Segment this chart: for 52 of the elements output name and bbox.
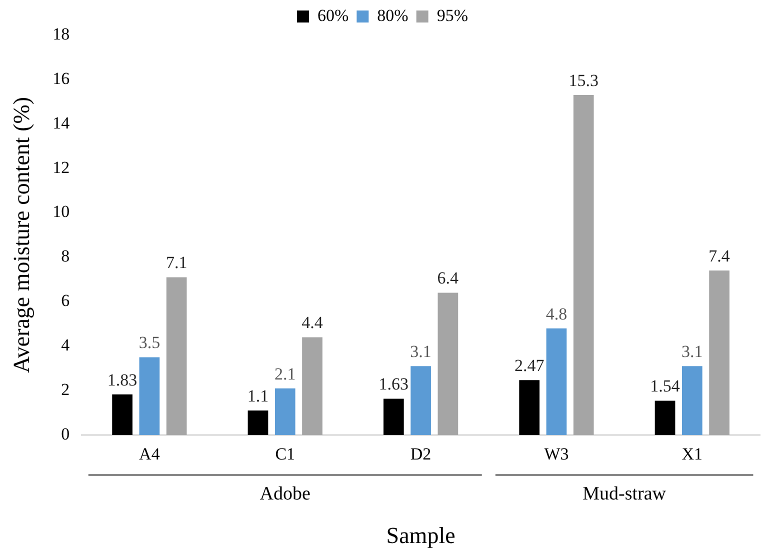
y-tick-label: 18 xyxy=(52,24,70,44)
bar xyxy=(274,388,296,435)
bar xyxy=(682,366,702,435)
x-tick-label: C1 xyxy=(275,444,296,464)
x-tick-label: A4 xyxy=(139,444,160,464)
x-tick-label: X1 xyxy=(682,444,703,464)
data-label: 4.8 xyxy=(546,304,568,324)
y-tick-label: 8 xyxy=(61,246,70,266)
legend-label: 60% xyxy=(318,6,349,25)
data-label: 3.1 xyxy=(682,342,703,362)
data-label: 1.83 xyxy=(107,370,138,390)
y-axis-title: Average moisture content (%) xyxy=(8,96,34,374)
x-tick-label: W3 xyxy=(544,444,569,464)
y-tick-label: 12 xyxy=(52,158,70,177)
data-label: 7.1 xyxy=(166,253,188,272)
data-label: 6.4 xyxy=(437,268,460,288)
data-label: 7.4 xyxy=(708,246,730,266)
y-tick-label: 6 xyxy=(61,291,70,310)
data-label: 1.54 xyxy=(650,376,680,396)
data-label: 1.1 xyxy=(247,386,269,406)
data-label: 4.4 xyxy=(302,313,324,332)
bar xyxy=(654,400,676,435)
bar xyxy=(302,337,322,435)
y-tick-label: 0 xyxy=(61,424,70,444)
legend-label: 80% xyxy=(377,6,408,25)
data-label: 2.1 xyxy=(274,364,296,384)
y-tick-label: 14 xyxy=(52,113,70,132)
y-tick-label: 4 xyxy=(61,336,70,355)
x-tick-label: D2 xyxy=(410,444,432,464)
data-label: 3.1 xyxy=(410,342,432,362)
bar xyxy=(166,277,187,435)
text: Adobe xyxy=(260,483,310,504)
bar xyxy=(519,380,540,435)
y-tick-label: 16 xyxy=(52,68,70,88)
text: Mud-straw xyxy=(582,483,666,504)
bar xyxy=(139,357,160,435)
bar xyxy=(546,328,567,435)
bar xyxy=(248,410,268,435)
data-label: 3.5 xyxy=(138,333,160,352)
data-label: 1.63 xyxy=(378,374,409,394)
bar xyxy=(383,398,404,435)
bar xyxy=(709,270,730,435)
bar xyxy=(410,366,431,435)
data-label: 15.3 xyxy=(568,70,598,90)
y-tick-label: 2 xyxy=(61,380,70,400)
data-label: 2.47 xyxy=(514,356,545,376)
legend-label: 95% xyxy=(436,6,468,25)
bar xyxy=(112,394,132,435)
bar xyxy=(438,292,458,435)
x-axis-title: Sample xyxy=(386,523,456,548)
bar xyxy=(573,95,594,435)
y-tick-label: 10 xyxy=(52,202,70,222)
